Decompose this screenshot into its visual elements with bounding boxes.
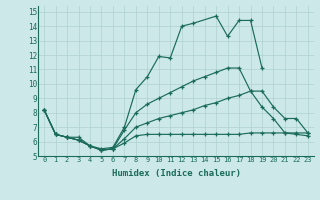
X-axis label: Humidex (Indice chaleur): Humidex (Indice chaleur) (111, 169, 241, 178)
